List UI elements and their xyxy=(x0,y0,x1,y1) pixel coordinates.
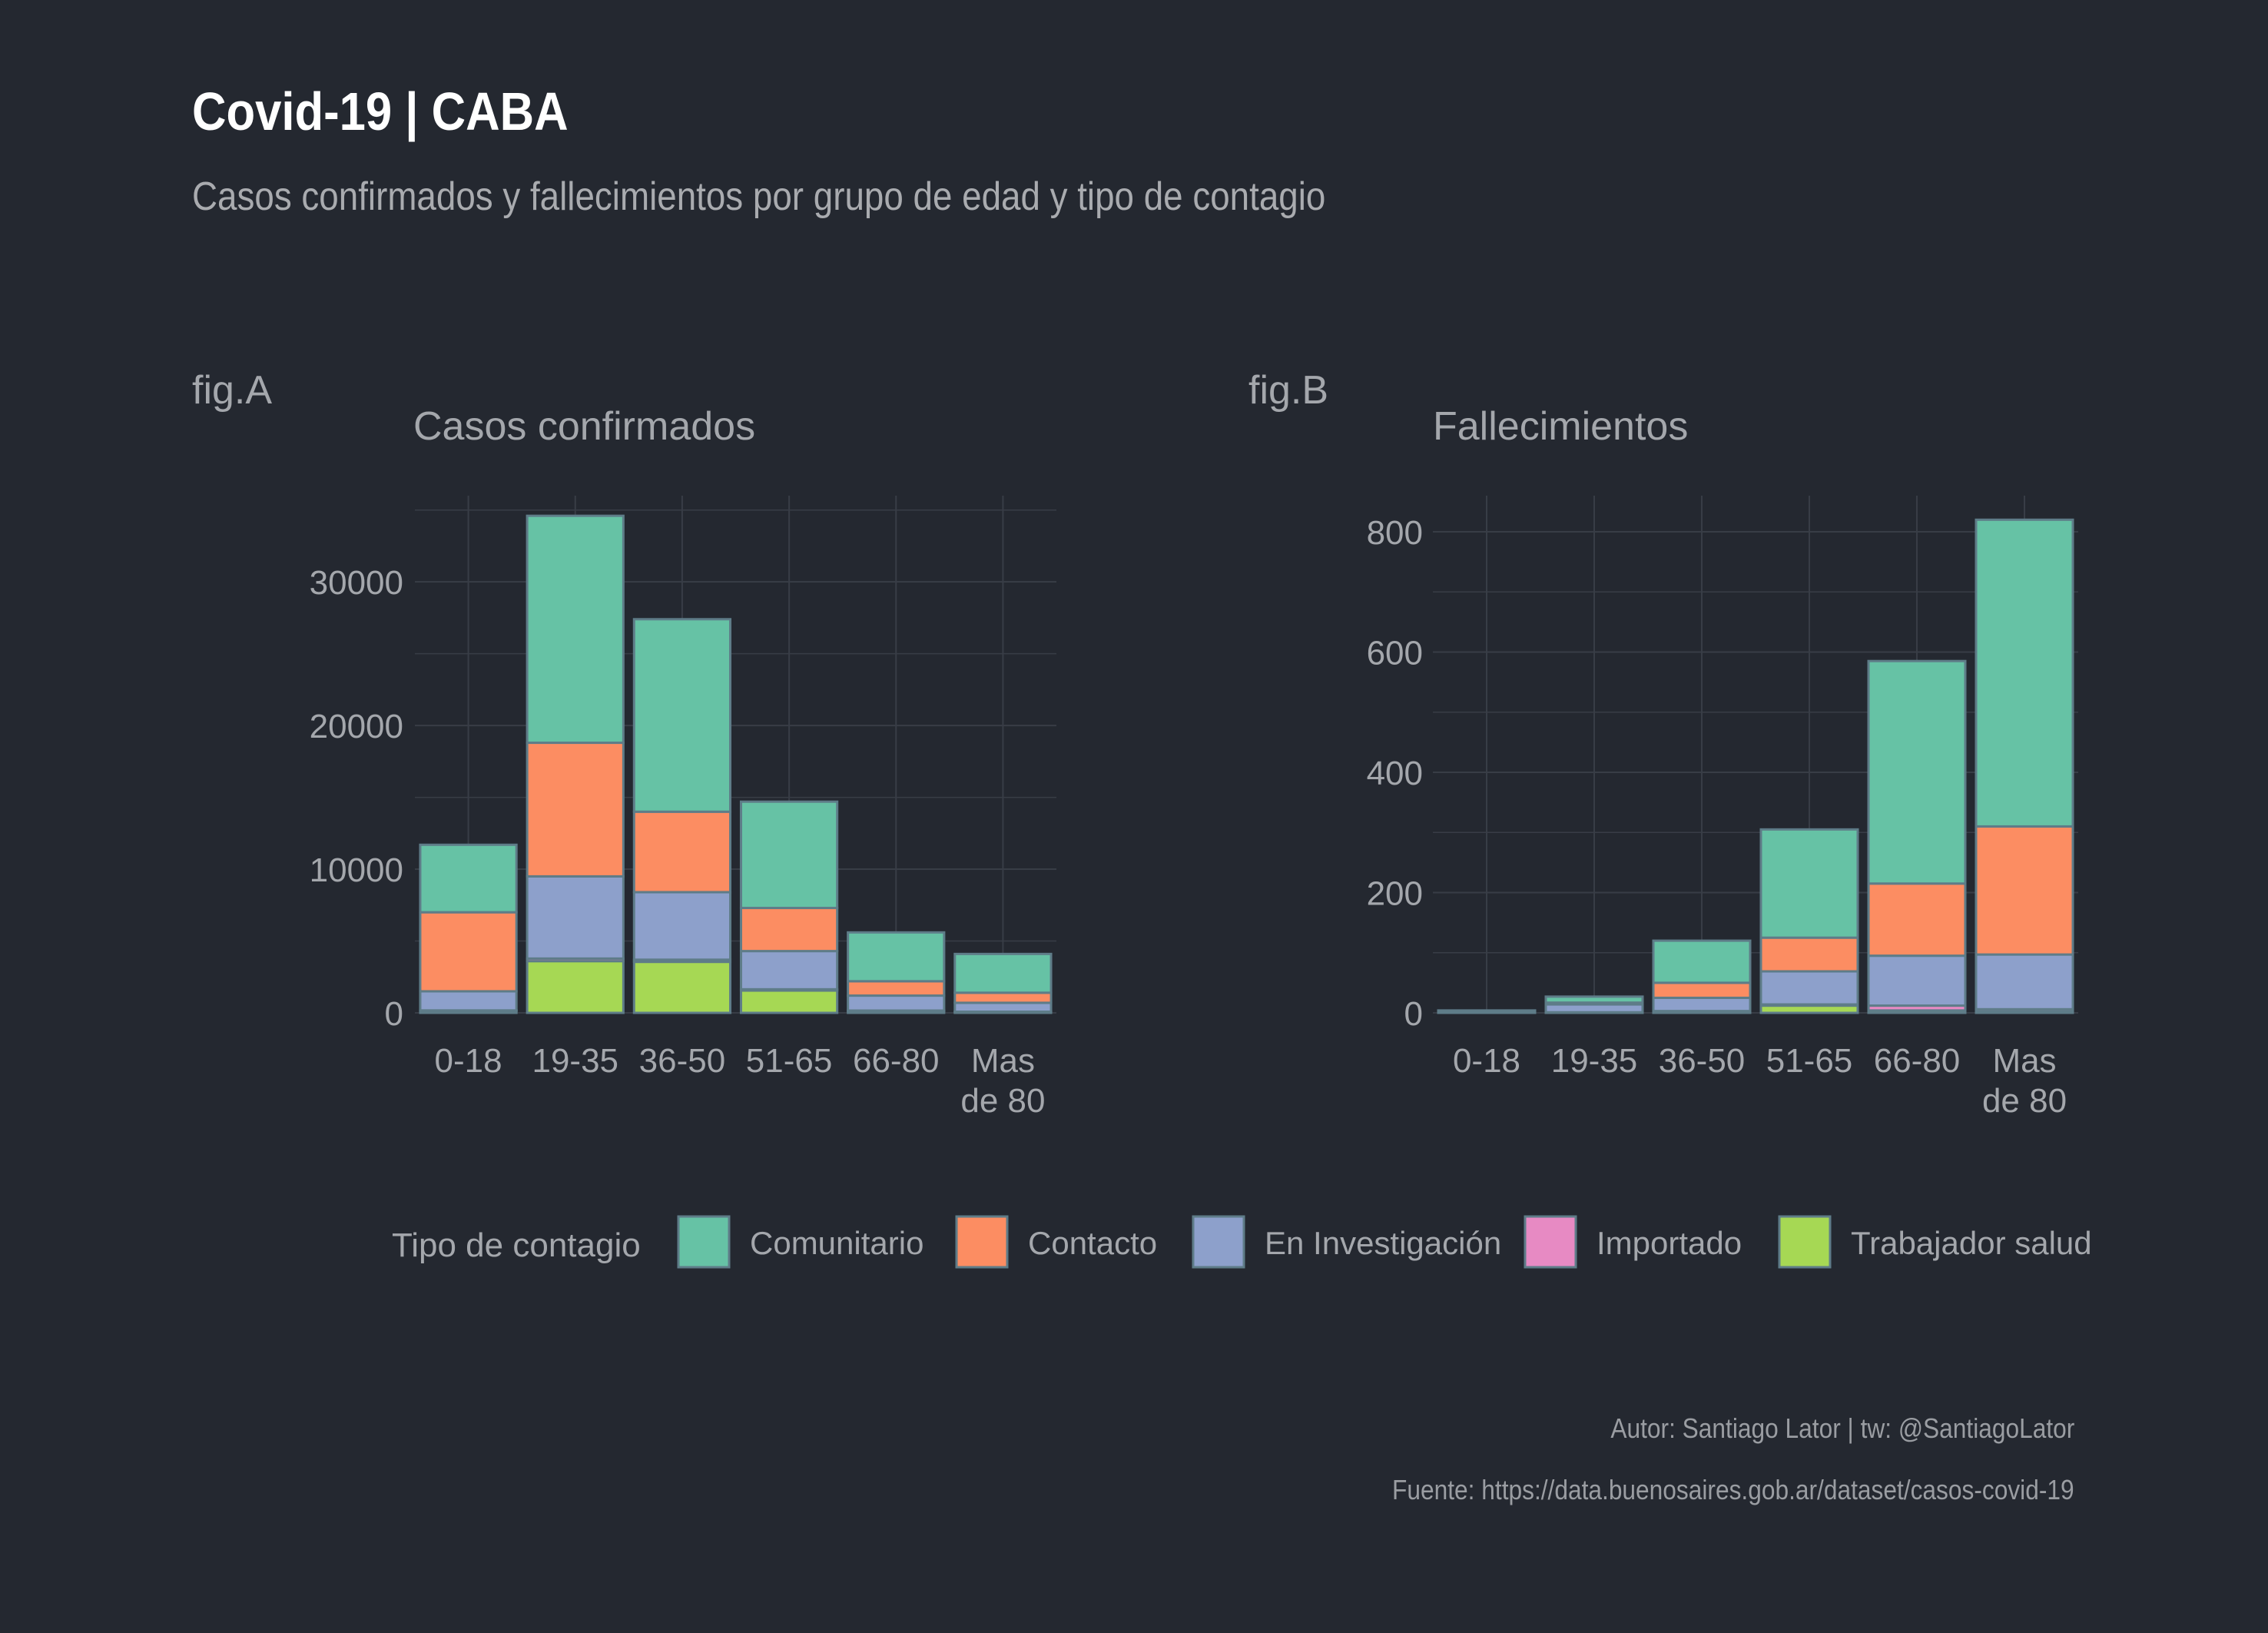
legend-key-en-investigacion xyxy=(1192,1215,1245,1269)
bar-contacto-19-35 xyxy=(526,742,625,878)
caption-author: Autor: Santiago Lator | tw: @SantiagoLat… xyxy=(1610,1412,2074,1444)
legend-key-comunitario xyxy=(677,1215,731,1269)
bar-contacto-66-80 xyxy=(1867,882,1967,958)
bar-contacto-mas-de-80 xyxy=(953,991,1053,1004)
x-tick-label: 0-18 xyxy=(435,1042,502,1080)
y-tick-label: 600 xyxy=(1367,634,1423,672)
x-tick-label: de 80 xyxy=(1982,1082,2067,1120)
bar-en-investigacion-mas-de-80 xyxy=(953,1001,1053,1014)
bar-trabajador-salud-51-65 xyxy=(739,989,839,1014)
bar-contacto-0-18 xyxy=(419,911,518,993)
panel-fig-b: fig.B Fallecimientos 0 200 400 600 800 0-18 19-3… xyxy=(1248,368,2078,1120)
legend-key-trabajador-salud xyxy=(1778,1215,1832,1269)
x-tick-label: 51-65 xyxy=(746,1042,833,1080)
x-tick-label: 36-50 xyxy=(1659,1042,1746,1080)
bar-comunitario-51-65 xyxy=(1759,828,1859,939)
bar-en-investigacion-51-65 xyxy=(739,950,839,991)
x-tick-label: 19-35 xyxy=(1551,1042,1638,1080)
legend: Tipo de contagio Comunitario Contacto En In… xyxy=(392,1215,2092,1269)
bar-comunitario-66-80 xyxy=(847,931,946,983)
legend-key-contacto xyxy=(955,1215,1009,1269)
bar-contacto-36-50 xyxy=(1652,981,1752,999)
bar-en-investigacion-66-80 xyxy=(847,994,946,1012)
bar-contacto-66-80 xyxy=(847,980,946,997)
x-tick-label: 0-18 xyxy=(1453,1042,1520,1080)
legend-label-trabajador-salud: Trabajador salud xyxy=(1851,1225,2092,1261)
x-tick-label: 66-80 xyxy=(853,1042,940,1080)
panel-tag: fig.A xyxy=(192,368,272,413)
x-tick-label: Mas xyxy=(971,1042,1035,1080)
caption-source: Fuente: https://data.buenosaires.gob.ar/… xyxy=(1392,1474,2074,1505)
bar-contacto-51-65 xyxy=(739,907,839,953)
bar-contacto-mas-de-80 xyxy=(1975,825,2074,956)
panel-title: Casos confirmados xyxy=(413,404,755,449)
y-tick-label: 0 xyxy=(1404,995,1423,1033)
bar-trabajador-salud-36-50 xyxy=(632,961,732,1014)
y-tick-label: 400 xyxy=(1367,755,1423,792)
legend-label-importado: Importado xyxy=(1597,1225,1742,1261)
bar-en-investigacion-66-80 xyxy=(1867,954,1967,1007)
bar-comunitario-36-50 xyxy=(632,618,732,813)
bar-en-investigacion-0-18 xyxy=(419,990,518,1012)
bar-comunitario-51-65 xyxy=(739,800,839,910)
panel-fig-a: fig.A Casos confirmados 0 10000 20000 30000 0-… xyxy=(192,368,1056,1120)
legend-key-importado xyxy=(1524,1215,1577,1269)
x-tick-label: de 80 xyxy=(960,1082,1045,1120)
x-tick-label: 36-50 xyxy=(639,1042,726,1080)
bar-contacto-51-65 xyxy=(1759,936,1859,973)
bar-comunitario-36-50 xyxy=(1652,939,1752,984)
bar-en-investigacion-36-50 xyxy=(1652,996,1752,1013)
y-tick-label: 10000 xyxy=(310,851,403,889)
legend-label-contacto: Contacto xyxy=(1028,1225,1157,1261)
bar-comunitario-19-35 xyxy=(526,514,625,745)
legend-label-comunitario: Comunitario xyxy=(750,1225,923,1261)
panel-tag: fig.B xyxy=(1248,368,1328,413)
legend-label-en-investigacion: En Investigación xyxy=(1265,1225,1501,1261)
bar-en-investigacion-36-50 xyxy=(632,891,732,961)
x-tick-label: 51-65 xyxy=(1766,1042,1853,1080)
bar-en-investigacion-19-35 xyxy=(526,875,625,960)
bar-en-investigacion-19-35 xyxy=(1544,1003,1644,1014)
bar-comunitario-mas-de-80 xyxy=(1975,518,2074,828)
y-tick-label: 200 xyxy=(1367,875,1423,912)
x-tick-label: Mas xyxy=(1992,1042,2056,1080)
panel-title: Fallecimientos xyxy=(1433,404,1688,449)
bar-contacto-36-50 xyxy=(632,810,732,894)
bar-comunitario-0-18 xyxy=(419,843,518,914)
bar-comunitario-66-80 xyxy=(1867,659,1967,885)
x-tick-label: 66-80 xyxy=(1874,1042,1961,1080)
y-tick-label: 0 xyxy=(385,995,403,1033)
x-tick-label: 19-35 xyxy=(532,1042,618,1080)
bar-comunitario-19-35 xyxy=(1544,995,1644,1004)
legend-title: Tipo de contagio xyxy=(392,1226,641,1264)
bar-comunitario-mas-de-80 xyxy=(953,952,1053,994)
bar-en-investigacion-51-65 xyxy=(1759,970,1859,1006)
chart-subtitle: Casos confirmados y fallecimientos por g… xyxy=(192,174,1326,219)
bar-en-investigacion-mas-de-80 xyxy=(1975,953,2074,1011)
chart-title: Covid-19 | CABA xyxy=(192,81,569,141)
y-tick-label: 800 xyxy=(1367,514,1423,552)
bar-trabajador-salud-19-35 xyxy=(526,960,625,1014)
y-tick-label: 30000 xyxy=(310,564,403,602)
y-tick-label: 20000 xyxy=(310,708,403,745)
